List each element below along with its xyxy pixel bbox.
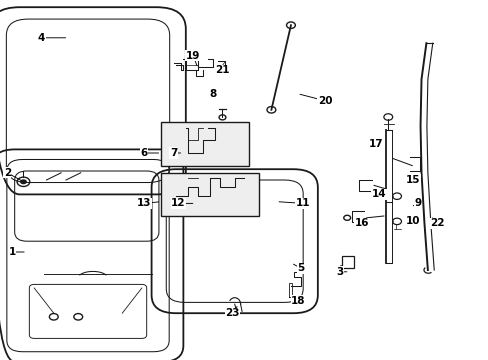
Bar [342,256,353,268]
Text: 19: 19 [185,51,200,61]
Text: 5: 5 [297,263,304,273]
Text: 16: 16 [354,218,368,228]
Text: 9: 9 [414,198,421,208]
Circle shape [20,179,27,184]
Bar [161,173,259,216]
Text: 23: 23 [224,308,239,318]
Text: 4: 4 [38,33,45,43]
Text: 6: 6 [141,148,147,158]
Text: 13: 13 [137,198,151,208]
Text: 10: 10 [405,216,420,226]
Text: 18: 18 [290,296,305,306]
Text: 22: 22 [429,218,444,228]
Text: 1: 1 [9,247,16,257]
Text: 17: 17 [368,139,383,149]
Text: 7: 7 [169,148,177,158]
Text: 12: 12 [171,198,185,208]
Bar [161,122,249,166]
Text: 14: 14 [371,189,386,199]
Text: 2: 2 [4,168,11,178]
Text: 21: 21 [215,65,229,75]
Text: 11: 11 [295,198,310,208]
Text: 20: 20 [317,96,332,106]
Text: 8: 8 [209,89,216,99]
Text: 15: 15 [405,175,420,185]
Text: 3: 3 [336,267,343,277]
